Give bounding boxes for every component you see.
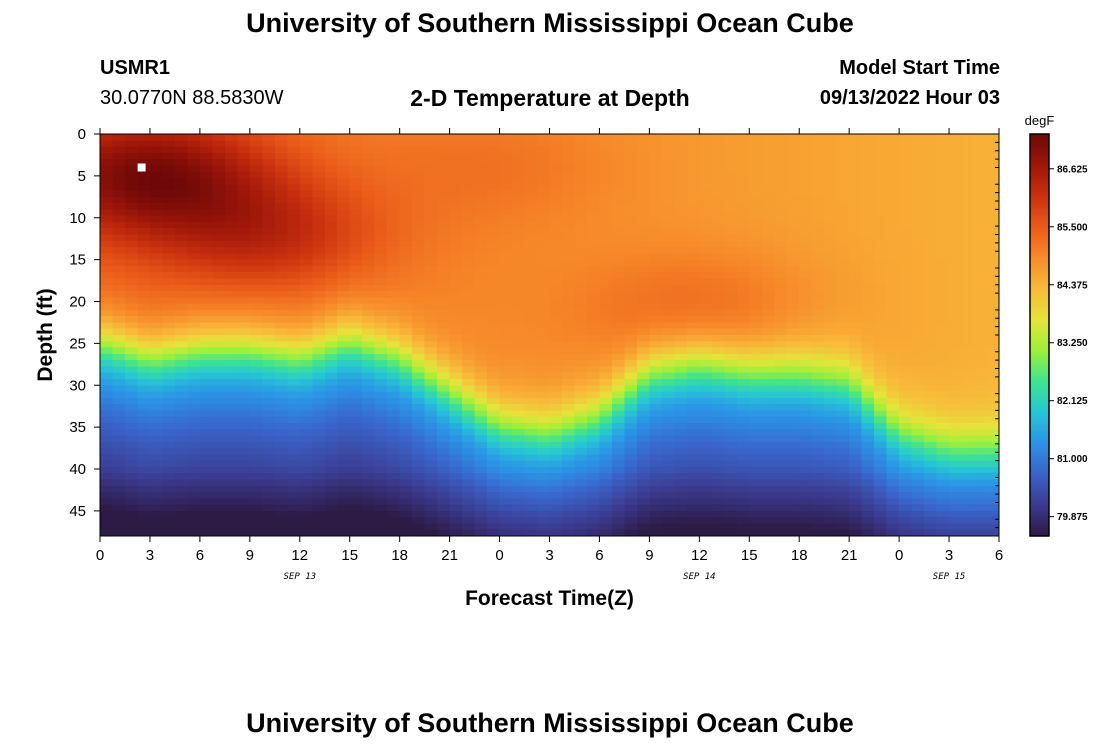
x-tick-label: 9 [246,547,254,564]
y-axis-label: Depth (ft) [34,288,57,381]
x-tick-label: 6 [196,547,204,564]
x-tick-label: 12 [291,547,308,564]
x-tick-label: 18 [791,547,808,564]
x-tick-label: 21 [841,547,858,564]
colorbar-label: 82.125 [1057,396,1088,407]
x-tick-label: 12 [691,547,708,564]
colorbar-label: 81.000 [1057,454,1088,465]
x-axis: 0 3 6 9 12 15 18 21 0 3 6 9 12 15 18 21 0 3 6 SEP 13 SEP 14 S… [96,128,1003,582]
colorbar-label: 84.375 [1057,280,1088,291]
model-start-value: 09/13/2022 Hour 03 [819,87,1000,109]
x-tick-label: 0 [96,547,104,564]
date-label: SEP 14 [683,572,716,582]
x-tick-label: 6 [995,547,1003,564]
y-tick-label: 35 [69,419,86,436]
colorbar: degF 86.625 85.500 84.375 83.250 82.125 81.00… [1025,113,1088,537]
x-tick-label: 3 [545,547,553,564]
y-axis: 0 5 10 15 20 25 30 35 40 45 [69,126,999,529]
x-tick-label: 15 [741,547,758,564]
colorbar-label: 79.875 [1057,512,1088,523]
y-tick-label: 40 [69,461,86,478]
y-tick-label: 10 [69,210,86,227]
x-tick-label: 0 [895,547,903,564]
model-start-label: Model Start Time [839,57,1000,79]
x-axis-label: Forecast Time(Z) [465,587,634,610]
date-label: SEP 13 [284,572,317,582]
x-tick-label: 18 [391,547,408,564]
station-depth-marker [137,163,146,172]
page-title: University of Southern Mississippi Ocean… [246,8,854,38]
x-tick-label: 15 [341,547,358,564]
x-tick-label: 3 [945,547,953,564]
y-tick-label: 30 [69,377,86,394]
colorbar-gradient [1029,133,1050,537]
y-tick-label: 20 [69,294,86,311]
x-tick-label: 0 [495,547,503,564]
date-label: SEP 15 [933,572,966,582]
chart-subtitle: 2-D Temperature at Depth [410,85,690,111]
colorbar-label: 83.250 [1057,338,1088,349]
y-tick-label: 25 [69,335,86,352]
colorbar-unit: degF [1025,113,1055,128]
station-coordinates: 30.0770N 88.5830W [100,87,284,109]
x-tick-label: 21 [441,547,458,564]
y-tick-label: 45 [69,503,86,520]
y-tick-label: 5 [78,168,86,185]
x-tick-label: 3 [146,547,154,564]
y-tick-label: 15 [69,252,86,269]
station-id: USMR1 [100,57,171,79]
colorbar-label: 85.500 [1057,222,1088,233]
x-tick-label: 6 [595,547,603,564]
temperature-heatmap [100,134,999,536]
colorbar-label: 86.625 [1057,164,1088,175]
y-tick-label: 0 [78,126,86,143]
x-tick-label: 9 [645,547,653,564]
footer-title: University of Southern Mississippi Ocean… [246,708,854,738]
